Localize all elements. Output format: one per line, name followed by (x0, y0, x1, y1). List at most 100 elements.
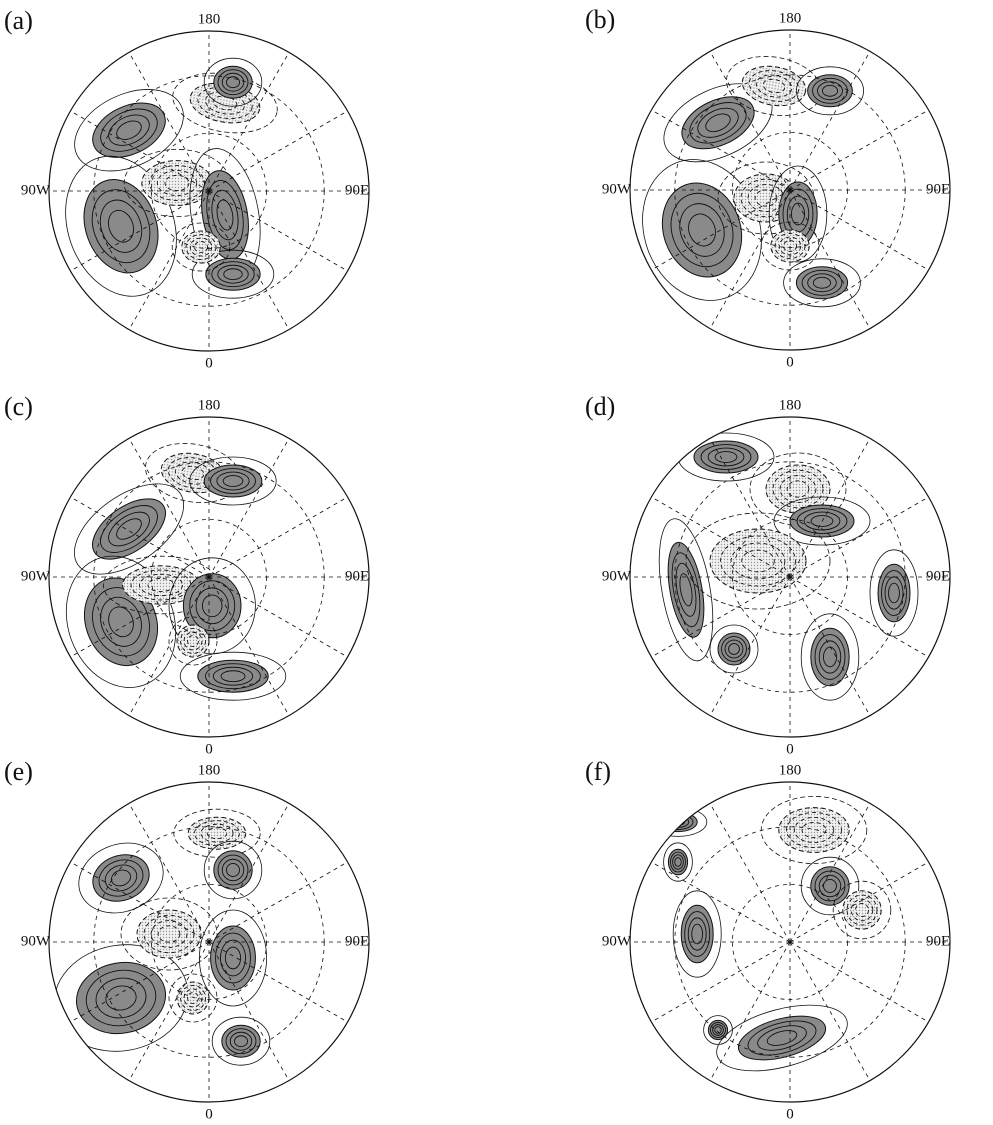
outer-contour (78, 842, 164, 914)
contour (108, 114, 150, 146)
outer-contour (800, 613, 860, 701)
meridian (128, 438, 210, 578)
outer-contour (203, 840, 263, 900)
positive-anomaly (800, 856, 860, 916)
contour (670, 851, 686, 873)
contour (672, 854, 684, 870)
map-body (49, 31, 369, 351)
anomaly-fill (693, 440, 759, 474)
meridian (651, 576, 791, 658)
contour (670, 192, 734, 268)
map-boundary (48, 30, 370, 352)
contour (791, 202, 805, 226)
positive-anomaly (78, 842, 164, 914)
anomaly-fill (92, 854, 150, 902)
contour (846, 894, 878, 926)
negative-anomaly (120, 897, 218, 971)
anomaly-fill (213, 850, 253, 890)
contour (110, 869, 132, 887)
panel-label: (a) (4, 6, 33, 35)
contour (855, 903, 869, 917)
anomaly-fill (778, 807, 850, 853)
map-boundary (629, 416, 951, 738)
positive-anomaly (203, 840, 263, 900)
map-body (630, 30, 950, 350)
anomaly-fill (717, 632, 751, 666)
longitude-label: 90W (602, 933, 632, 949)
anomaly-fill (176, 981, 210, 1015)
anomaly-fill (92, 498, 166, 560)
longitude-label: 90W (21, 568, 51, 584)
contour (234, 1035, 248, 1048)
meridian (789, 189, 929, 271)
contour (189, 580, 236, 632)
latitude-circle (93, 826, 325, 1058)
panel-label: (f) (585, 757, 611, 786)
contour (691, 923, 704, 945)
outer-contour (663, 842, 693, 882)
contour (674, 857, 682, 867)
anomaly-fill (737, 1015, 827, 1061)
contour (226, 76, 240, 89)
meridian (789, 803, 871, 943)
outer-contour (869, 549, 919, 637)
contour (187, 992, 199, 1004)
positive-anomaly (73, 483, 185, 575)
outer-contour (120, 897, 218, 971)
contour (679, 573, 693, 607)
longitude-label: 90E (345, 182, 369, 198)
longitude-label: 0 (786, 354, 794, 370)
meridian (208, 861, 348, 943)
contour (688, 213, 716, 247)
meridian (128, 576, 210, 716)
longitude-label: 180 (779, 762, 802, 778)
contour (821, 84, 839, 97)
meridian (70, 110, 210, 192)
contour (147, 578, 175, 592)
longitude-label: 0 (205, 741, 213, 757)
contour (229, 1031, 253, 1051)
contour (757, 1025, 807, 1051)
meridian (208, 496, 348, 578)
latitude-circle (732, 131, 849, 248)
positive-anomaly (191, 249, 275, 299)
anomaly-fill (92, 102, 166, 158)
contour (216, 199, 234, 231)
meridian (651, 496, 791, 578)
map-boundary (48, 416, 370, 738)
contour (116, 120, 142, 140)
contour (817, 81, 843, 101)
contour (741, 549, 775, 573)
contour (724, 639, 744, 659)
contour (779, 475, 817, 503)
positive-anomaly (65, 155, 177, 297)
contour (98, 859, 144, 897)
contour (705, 113, 731, 133)
meridian (651, 109, 791, 191)
contour (108, 606, 134, 638)
meridian (789, 438, 871, 578)
outer-contour (168, 973, 218, 1023)
positive-anomaly (800, 613, 860, 701)
meridian (789, 51, 871, 191)
longitude-label: 90E (345, 568, 369, 584)
longitude-label: 90E (345, 933, 369, 949)
contour (721, 636, 747, 662)
positive-anomaly (869, 549, 919, 637)
meridian (208, 110, 348, 192)
anomaly-fill (810, 866, 850, 906)
outer-contour (709, 624, 759, 674)
anomaly-fill (197, 659, 269, 693)
meridian (709, 803, 791, 943)
meridian (128, 52, 210, 192)
contour (786, 480, 810, 498)
positive-anomaly (703, 1015, 733, 1045)
meridian (709, 189, 791, 329)
contour (812, 276, 832, 289)
positive-anomaly (179, 651, 287, 701)
map-panel: (b) 180 90W 90E 0 (585, 5, 951, 370)
outer-contour (783, 258, 861, 308)
outer-contour (773, 496, 871, 546)
contour (755, 74, 793, 98)
